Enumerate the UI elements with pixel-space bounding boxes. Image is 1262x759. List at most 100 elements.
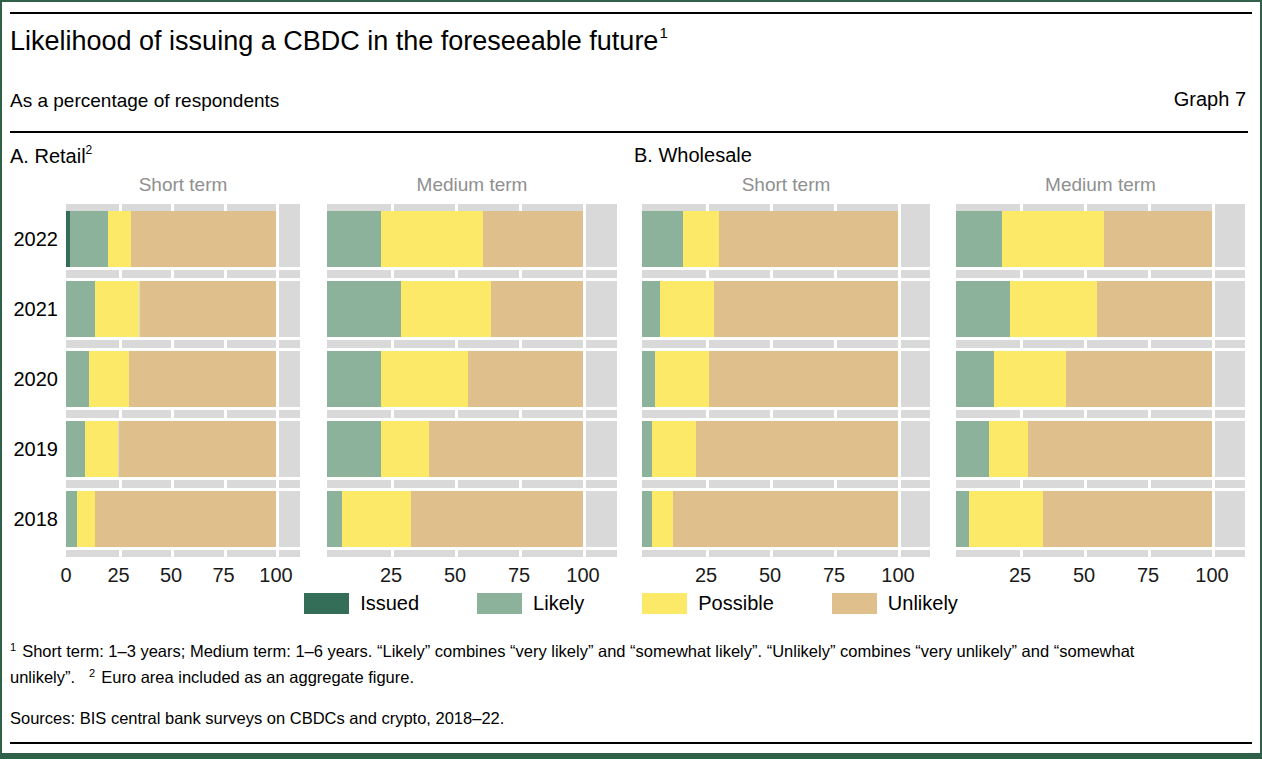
bar-segment-unlikely-2021: [714, 281, 898, 337]
plot-wholesale-medium-term: [956, 204, 1245, 557]
x-tick-75: 75: [1137, 564, 1159, 587]
bar-segment-likely-2020: [642, 351, 655, 407]
header-rule: [10, 131, 1248, 133]
x-tick-100: 100: [1195, 564, 1228, 587]
bar-segment-likely-2018: [642, 491, 652, 547]
panel-title-medium-term: Medium term: [327, 174, 617, 204]
x-tick-75: 75: [212, 564, 234, 587]
chart-area: A. Retail2 B. Wholesale 2022202120202019…: [2, 140, 1260, 592]
bar-segment-unlikely-2022: [719, 211, 898, 267]
plot-band: [327, 480, 617, 488]
panel-retail-short-term: Short term 0255075100: [66, 174, 300, 591]
bar-2020: [327, 351, 617, 407]
footnote-2-text: Euro area included as an aggregate figur…: [101, 668, 414, 686]
legend-swatch-possible: [642, 593, 687, 614]
footnote-2-marker: 2: [89, 667, 95, 679]
plot-band: [642, 480, 930, 488]
bar-segment-likely-2018: [327, 491, 342, 547]
year-label-2021: 2021: [2, 281, 58, 337]
bar-segment-likely-2021: [956, 281, 1010, 337]
bar-segment-possible-2022: [683, 211, 719, 267]
plot-band: [642, 270, 930, 278]
bar-segment-unlikely-2019: [696, 421, 898, 477]
bar-segment-possible-2018: [342, 491, 411, 547]
page-title: Likelihood of issuing a CBDC in the fore…: [10, 26, 667, 57]
plot-band: [642, 410, 930, 418]
plot-band: [956, 270, 1245, 278]
legend-label-likely: Likely: [533, 592, 584, 615]
subtitle: As a percentage of respondents: [10, 90, 279, 112]
bar-2019: [956, 421, 1245, 477]
bar-segment-likely-2021: [327, 281, 401, 337]
panel-retail-medium-term: Medium term 255075100: [327, 174, 617, 591]
plot-band: [66, 204, 300, 211]
year-label-2020: 2020: [2, 351, 58, 407]
legend: IssuedLikelyPossibleUnlikely: [2, 592, 1260, 615]
x-tick-25: 25: [380, 564, 402, 587]
bar-segment-likely-2019: [327, 421, 381, 477]
x-tick-100: 100: [881, 564, 914, 587]
bar-segment-possible-2021: [660, 281, 714, 337]
bar-segment-unlikely-2021: [1097, 281, 1212, 337]
bar-segment-likely-2019: [642, 421, 652, 477]
legend-label-possible: Possible: [698, 592, 774, 615]
bar-segment-possible-2018: [969, 491, 1043, 547]
panel-heading-retail: A. Retail2: [10, 144, 92, 168]
x-axis-wholesale-medium-term: 255075100: [956, 557, 1245, 591]
x-tick-50: 50: [160, 564, 182, 587]
x-tick-75: 75: [823, 564, 845, 587]
bar-segment-unlikely-2019: [119, 421, 277, 477]
plot-band: [327, 340, 617, 348]
bar-segment-unlikely-2018: [95, 491, 276, 547]
plot-band: [66, 550, 300, 557]
bar-segment-unlikely-2020: [1066, 351, 1212, 407]
bar-segment-possible-2021: [401, 281, 491, 337]
plot-band: [327, 204, 617, 211]
plot-band: [642, 340, 930, 348]
bar-segment-possible-2022: [108, 211, 131, 267]
plot-band: [642, 550, 930, 557]
bar-segment-likely-2018: [956, 491, 969, 547]
bar-2021: [66, 281, 300, 337]
bar-segment-possible-2020: [381, 351, 468, 407]
bar-2019: [642, 421, 930, 477]
bar-segment-unlikely-2021: [140, 281, 277, 337]
plot-band: [66, 480, 300, 488]
bar-segment-possible-2021: [1010, 281, 1097, 337]
x-tick-25: 25: [695, 564, 717, 587]
bar-segment-unlikely-2018: [673, 491, 898, 547]
bar-segment-unlikely-2020: [468, 351, 583, 407]
year-label-2022: 2022: [2, 211, 58, 267]
bar-2022: [642, 211, 930, 267]
bar-segment-possible-2022: [381, 211, 483, 267]
legend-swatch-unlikely: [832, 593, 877, 614]
bar-2021: [956, 281, 1245, 337]
bar-segment-possible-2022: [1002, 211, 1104, 267]
title-footnote-marker: 1: [659, 24, 667, 41]
bar-segment-likely-2020: [956, 351, 994, 407]
bar-segment-possible-2018: [652, 491, 672, 547]
bar-segment-likely-2020: [66, 351, 89, 407]
plot-band: [956, 550, 1245, 557]
bar-segment-unlikely-2020: [709, 351, 898, 407]
year-label-2018: 2018: [2, 491, 58, 547]
plot-band: [327, 270, 617, 278]
bar-segment-likely-2020: [327, 351, 381, 407]
x-tick-75: 75: [508, 564, 530, 587]
bar-2022: [327, 211, 617, 267]
x-axis-retail-short-term: 0255075100: [66, 557, 300, 591]
plot-band: [956, 480, 1245, 488]
x-tick-50: 50: [444, 564, 466, 587]
bar-segment-possible-2018: [77, 491, 96, 547]
plot-band: [327, 410, 617, 418]
bar-segment-unlikely-2022: [483, 211, 583, 267]
bar-segment-possible-2020: [89, 351, 129, 407]
bar-segment-likely-2022: [70, 211, 108, 267]
legend-item-possible: Possible: [642, 592, 774, 615]
bar-segment-likely-2021: [642, 281, 660, 337]
graph-number-label: Graph 7: [1174, 88, 1246, 111]
x-tick-100: 100: [259, 564, 292, 587]
bar-segment-possible-2020: [655, 351, 709, 407]
plot-band: [956, 204, 1245, 211]
bar-segment-likely-2018: [66, 491, 77, 547]
